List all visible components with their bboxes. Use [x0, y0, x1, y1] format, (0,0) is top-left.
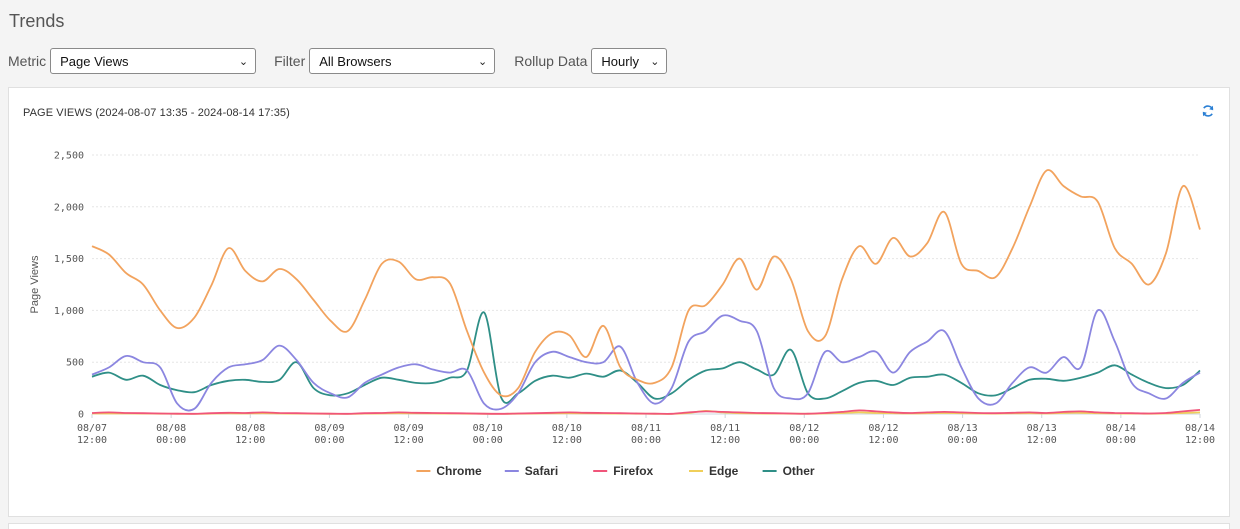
rollup-select[interactable]: Hourly ⌄	[591, 48, 668, 74]
x-tick-label-date: 08/12	[789, 423, 819, 434]
y-tick-label: 1,500	[54, 254, 84, 265]
metric-select[interactable]: Page Views ⌄	[50, 48, 257, 74]
page-title: Trends	[9, 11, 65, 31]
x-tick-label-time: 00:00	[789, 435, 819, 446]
chevron-down-icon: ⌄	[238, 55, 249, 68]
controls-bar: Metric Page Views ⌄ Filter All Browsers …	[8, 47, 668, 75]
chevron-down-icon: ⌄	[650, 55, 660, 68]
y-tick-label: 1,000	[54, 306, 84, 317]
x-tick-label-date: 08/11	[631, 423, 661, 434]
metric-select-value: Page Views	[60, 53, 129, 69]
series-line-firefox	[91, 409, 1201, 415]
x-tick-label-time: 12:00	[710, 435, 740, 446]
x-tick-label-date: 08/11	[710, 423, 740, 434]
chart-title: PAGE VIEWS (2024-08-07 13:35 - 2024-08-1…	[23, 107, 290, 119]
x-tick-label-date: 08/08	[235, 423, 265, 434]
x-tick-label-time: 00:00	[314, 435, 344, 446]
x-tick-label-time: 00:00	[1106, 435, 1136, 446]
x-tick-label-date: 08/07	[77, 423, 107, 434]
filter-label: Filter	[274, 53, 306, 69]
filter-select-value: All Browsers	[319, 53, 392, 69]
x-tick-label-time: 00:00	[473, 435, 503, 446]
x-tick-label-time: 12:00	[1027, 435, 1057, 446]
legend-label-edge: Edge	[709, 464, 739, 478]
series-line-safari	[91, 309, 1201, 412]
x-tick-label-date: 08/12	[868, 423, 898, 434]
legend-label-safari: Safari	[525, 464, 558, 478]
refresh-icon[interactable]	[1201, 104, 1215, 118]
x-tick-label-time: 00:00	[631, 435, 661, 446]
legend-label-firefox: Firefox	[613, 464, 653, 478]
chevron-down-icon: ⌄	[478, 55, 488, 68]
x-tick-label-time: 00:00	[156, 435, 186, 446]
rollup-label: Rollup Data	[514, 53, 588, 69]
x-tick-label-time: 12:00	[394, 435, 424, 446]
y-tick-label: 500	[66, 358, 84, 369]
x-tick-label-date: 08/09	[394, 423, 424, 434]
legend-label-chrome: Chrome	[436, 464, 482, 478]
next-panel-edge	[8, 523, 1230, 529]
x-tick-label-time: 00:00	[948, 435, 978, 446]
legend-label-other: Other	[783, 464, 815, 478]
x-tick-label-date: 08/08	[156, 423, 186, 434]
x-tick-label-date: 08/10	[552, 423, 582, 434]
x-tick-label-time: 12:00	[552, 435, 582, 446]
x-tick-label-time: 12:00	[868, 435, 898, 446]
x-tick-label-date: 08/09	[314, 423, 344, 434]
metric-label: Metric	[8, 53, 47, 69]
filter-select[interactable]: All Browsers ⌄	[309, 48, 496, 74]
x-tick-label-time: 12:00	[77, 435, 107, 446]
x-tick-label-date: 08/13	[1027, 423, 1057, 434]
y-tick-label: 2,500	[54, 151, 84, 162]
x-tick-label-time: 12:00	[235, 435, 265, 446]
chart-panel: PAGE VIEWS (2024-08-07 13:35 - 2024-08-1…	[8, 87, 1230, 517]
x-tick-label-date: 08/14	[1185, 423, 1215, 434]
x-tick-label-time: 12:00	[1185, 435, 1215, 446]
y-tick-label: 2,000	[54, 202, 84, 213]
y-axis-label: Page Views	[29, 255, 41, 313]
series-line-chrome	[91, 169, 1201, 398]
x-tick-label-date: 08/10	[473, 423, 503, 434]
x-tick-label-date: 08/13	[948, 423, 978, 434]
rollup-select-value: Hourly	[601, 53, 639, 69]
y-tick-label: 0	[78, 410, 84, 421]
x-tick-label-date: 08/14	[1106, 423, 1136, 434]
series-line-other	[91, 311, 1201, 404]
